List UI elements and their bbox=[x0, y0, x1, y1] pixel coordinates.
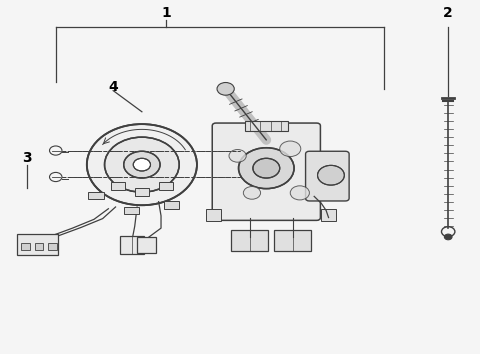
Bar bbox=[206, 209, 221, 221]
Bar bbox=[21, 242, 30, 250]
Bar bbox=[137, 237, 156, 253]
Circle shape bbox=[124, 151, 160, 178]
Bar bbox=[322, 209, 336, 221]
Bar bbox=[275, 230, 311, 251]
Circle shape bbox=[290, 186, 310, 200]
Bar bbox=[48, 242, 57, 250]
Circle shape bbox=[87, 124, 197, 205]
Bar bbox=[164, 201, 180, 209]
Circle shape bbox=[229, 149, 246, 162]
Circle shape bbox=[105, 137, 179, 192]
Circle shape bbox=[280, 141, 301, 156]
Circle shape bbox=[253, 158, 280, 178]
FancyBboxPatch shape bbox=[111, 182, 125, 190]
Circle shape bbox=[318, 165, 344, 185]
Text: 2: 2 bbox=[444, 6, 453, 20]
Bar bbox=[35, 242, 43, 250]
Bar bbox=[17, 234, 58, 255]
Text: 4: 4 bbox=[108, 80, 118, 94]
FancyBboxPatch shape bbox=[212, 123, 321, 221]
Bar bbox=[88, 192, 104, 199]
Circle shape bbox=[217, 82, 234, 95]
FancyBboxPatch shape bbox=[135, 188, 149, 196]
Text: 1: 1 bbox=[161, 6, 171, 20]
FancyBboxPatch shape bbox=[159, 182, 173, 190]
Circle shape bbox=[239, 148, 294, 189]
Bar bbox=[120, 235, 144, 254]
Circle shape bbox=[243, 187, 261, 199]
FancyBboxPatch shape bbox=[306, 151, 349, 201]
Circle shape bbox=[444, 234, 452, 240]
Bar bbox=[245, 121, 288, 131]
Bar bbox=[124, 207, 139, 215]
Bar bbox=[231, 230, 268, 251]
Text: 3: 3 bbox=[22, 150, 32, 165]
Circle shape bbox=[133, 158, 151, 171]
